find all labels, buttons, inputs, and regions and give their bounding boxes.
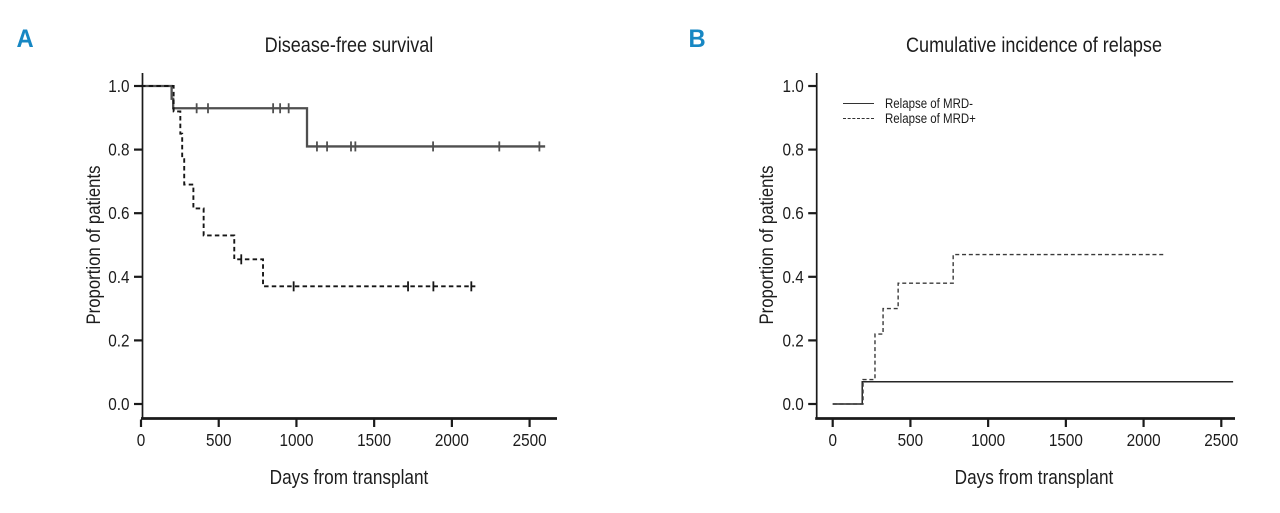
y-tick-label-wrap: 0.4 [782, 267, 803, 287]
solid-line-sample-icon [843, 103, 874, 104]
x-tick-label: 500 [898, 430, 924, 450]
x-tick-label-wrap: 500 [898, 430, 924, 450]
x-tick-label-wrap: 1000 [279, 430, 313, 450]
panel-b-x-axis-label: Days from transplant [954, 467, 1114, 489]
x-tick-label-wrap: 1500 [1049, 430, 1083, 450]
x-tick-label-wrap: 500 [206, 430, 232, 450]
x-tick-label-wrap: 2500 [1204, 430, 1238, 450]
panel-a-title: Disease-free survival [264, 34, 434, 57]
x-tick-label: 2500 [1204, 430, 1238, 450]
x-tick-label: 0 [137, 430, 146, 450]
panel-b-letter: B [688, 25, 706, 53]
survival-curve-mrd [141, 84, 546, 148]
x-tick-label: 1500 [357, 430, 391, 450]
x-tick-label-wrap: 1000 [971, 430, 1005, 450]
y-tick-label-wrap: 1.0 [782, 76, 803, 96]
y-tick-label-wrap: 1.0 [108, 76, 129, 96]
y-tick-label: 0.4 [108, 267, 129, 287]
x-tick-label: 1000 [971, 430, 1005, 450]
y-tick-label: 0.6 [782, 203, 803, 223]
x-tick-label-wrap: 2500 [513, 430, 547, 450]
survival-curve-mrd [141, 85, 476, 288]
x-tick-label: 1000 [279, 430, 313, 450]
x-tick-label-wrap: 2000 [435, 430, 469, 450]
y-tick-label-wrap: 0.6 [782, 203, 803, 223]
y-tick-label: 0.6 [108, 203, 129, 223]
cumulative-incidence-chart: 0.0 0.2 0.4 0.6 0.8 1.0 0 500 1000 1500 2000 2500 [782, 73, 1238, 450]
panel-a-letter: A [16, 25, 34, 53]
y-tick-label: 1.0 [782, 76, 803, 96]
disease-free-survival-chart: 0.0 0.2 0.4 0.6 0.8 1.0 0 500 1000 1500 2000 2500 [108, 73, 557, 450]
legend-label-mrd-minus: Relapse of MRD- [885, 96, 974, 111]
panel-b-title: Cumulative incidence of relapse [905, 34, 1162, 57]
y-tick-label-wrap: 0.0 [782, 394, 803, 414]
y-tick-label-wrap: 0.8 [108, 139, 129, 159]
y-tick-label-wrap: 0.6 [108, 203, 129, 223]
x-tick-label-wrap: 1500 [357, 430, 391, 450]
panel-b-legend: Relapse of MRD- Relapse of MRD+ [843, 96, 992, 126]
legend-row-mrd-plus: Relapse of MRD+ [843, 111, 992, 126]
y-tick-label-wrap: 0.2 [108, 330, 129, 350]
y-tick-label-wrap: 0.0 [108, 394, 129, 414]
y-tick-label: 0.8 [782, 139, 803, 159]
y-tick-label: 1.0 [108, 76, 129, 96]
survival-curve-relapse-of-mrd [832, 253, 1166, 405]
panel-a-x-axis-label: Days from transplant [269, 467, 429, 489]
y-tick-label-wrap: 0.4 [108, 267, 129, 287]
survival-curve-relapse-of-mrd [832, 380, 1234, 405]
dashed-line-sample-icon [843, 118, 874, 119]
x-tick-label: 2000 [1127, 430, 1161, 450]
x-tick-label: 2000 [435, 430, 469, 450]
legend-row-mrd-minus: Relapse of MRD- [843, 96, 992, 111]
y-tick-label-wrap: 0.2 [782, 330, 803, 350]
x-tick-label: 2500 [513, 430, 547, 450]
x-tick-label-wrap: 2000 [1127, 430, 1161, 450]
y-tick-label: 0.8 [108, 139, 129, 159]
x-tick-label-wrap: 0 [137, 430, 146, 450]
x-tick-label: 1500 [1049, 430, 1083, 450]
x-tick-label: 500 [206, 430, 232, 450]
x-tick-label: 0 [828, 430, 837, 450]
y-tick-label: 0.2 [108, 330, 129, 350]
y-tick-label-wrap: 0.8 [782, 139, 803, 159]
x-tick-label-wrap: 0 [828, 430, 837, 450]
y-tick-label: 0.2 [782, 330, 803, 350]
legend-label-mrd-plus: Relapse of MRD+ [885, 111, 976, 126]
y-tick-label: 0.4 [782, 267, 803, 287]
panel-a-y-axis-label: Proportion of patients [84, 165, 105, 325]
y-tick-label: 0.0 [782, 394, 803, 414]
y-tick-label: 0.0 [108, 394, 129, 414]
panel-b-y-axis-label: Proportion of patients [757, 165, 778, 325]
